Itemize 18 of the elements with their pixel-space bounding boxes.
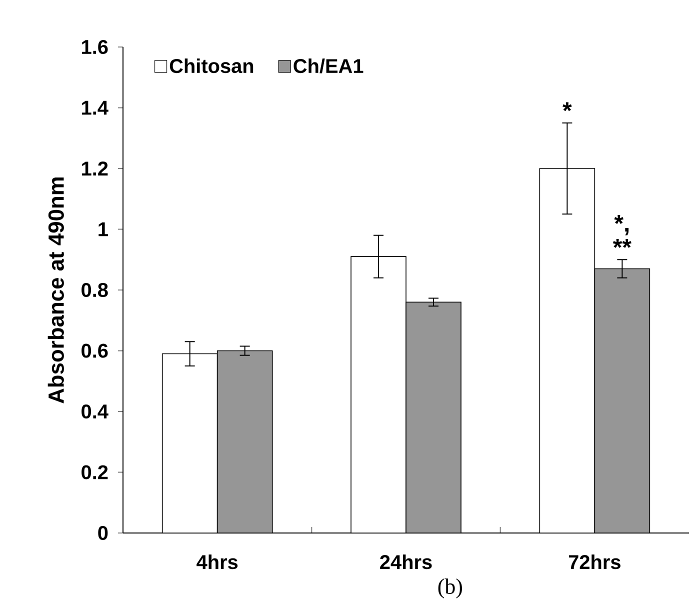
y-tick-label: 1 xyxy=(98,222,108,236)
x-tick-label: 4hrs xyxy=(196,554,238,570)
legend-label: Ch/EA1 xyxy=(294,58,364,74)
legend-label: Chitosan xyxy=(170,58,254,74)
y-tick-label: 0.4 xyxy=(82,404,108,419)
y-tick-label: 1.6 xyxy=(82,40,108,54)
x-tick-label: 24hrs xyxy=(380,554,432,570)
y-tick-label: 0.8 xyxy=(82,282,108,298)
y-axis-title: Absorbance at 490nm xyxy=(48,178,64,404)
y-tick-label: 0.2 xyxy=(82,465,108,480)
annotation: *, ** xyxy=(612,215,632,248)
y-tick-label: 1.2 xyxy=(82,162,108,176)
text: (b) xyxy=(438,578,462,598)
x-tick-label: 72hrs xyxy=(568,554,620,570)
annotation: * xyxy=(562,102,572,112)
y-tick-label: 0.6 xyxy=(82,344,108,358)
y-tick-label: 0 xyxy=(98,526,108,540)
y-tick-label: 1.4 xyxy=(82,100,108,115)
